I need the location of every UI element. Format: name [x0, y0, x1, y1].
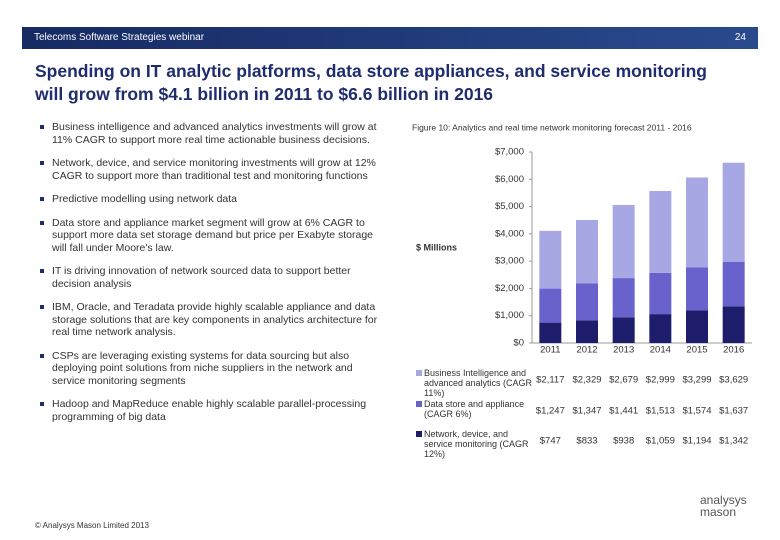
- data-label: $1,342: [719, 436, 748, 447]
- legend-label: Network, device, and service monitoring …: [424, 429, 529, 459]
- bar-segment: [722, 261, 745, 307]
- data-label: $3,299: [682, 375, 711, 386]
- bullet-list: Business intelligence and advanced analy…: [40, 121, 380, 434]
- y-tick-label: $1,000: [495, 310, 524, 321]
- bullet: IBM, Oracle, and Teradata provide highly…: [40, 301, 380, 339]
- data-label: $1,637: [719, 406, 748, 417]
- data-label: $833: [576, 436, 597, 447]
- data-label: $1,247: [536, 406, 565, 417]
- x-tick-label: 2016: [723, 345, 744, 356]
- bullet: Network, device, and service monitoring …: [40, 157, 380, 182]
- bullet: Data store and appliance market segment …: [40, 217, 380, 255]
- data-label: $2,679: [609, 375, 638, 386]
- legend-swatch: [416, 401, 422, 407]
- legend-label: Data store and appliance (CAGR 6%): [424, 399, 525, 419]
- data-label: $3,629: [719, 375, 748, 386]
- bar-segment: [686, 310, 708, 343]
- bar-segment: [686, 177, 708, 268]
- data-label: $1,574: [682, 406, 711, 417]
- data-label: $747: [540, 436, 561, 447]
- data-label: $938: [613, 436, 634, 447]
- data-label: $2,999: [646, 375, 675, 386]
- x-tick-label: 2013: [613, 345, 634, 356]
- bar-segment: [722, 306, 745, 343]
- bullet: Business intelligence and advanced analy…: [40, 121, 380, 146]
- footer: © Analysys Mason Limited 2013: [35, 521, 149, 530]
- logo-text: mason: [700, 505, 737, 519]
- header-bar: Telecoms Software Strategies webinar 24: [22, 27, 758, 49]
- data-label: $1,347: [572, 406, 601, 417]
- logo: analysys mason: [700, 494, 747, 518]
- data-label: $1,513: [646, 406, 675, 417]
- bar-segment: [649, 190, 672, 273]
- bar-segment: [539, 288, 562, 323]
- bar-segment: [576, 219, 598, 284]
- y-axis-label: $ Millions: [416, 242, 457, 252]
- bar-segment: [576, 320, 598, 343]
- bar-segment: [649, 272, 672, 315]
- page-number: 24: [734, 32, 746, 43]
- legend-swatch: [416, 431, 422, 437]
- legend-label: Business Intelligence and advanced analy…: [424, 368, 533, 398]
- data-label: $1,059: [646, 436, 675, 447]
- y-tick-label: $0: [513, 338, 524, 349]
- bar-segment: [539, 322, 562, 343]
- y-tick-label: $6,000: [495, 174, 524, 185]
- x-tick-label: 2015: [686, 345, 707, 356]
- y-tick-label: $5,000: [495, 201, 524, 212]
- legend-entry: Data store and appliance (CAGR 6%): [416, 399, 536, 419]
- bar-segment: [686, 267, 708, 311]
- legend-entry: Network, device, and service monitoring …: [416, 429, 536, 459]
- bar-segment: [539, 230, 562, 289]
- y-tick-label: $2,000: [495, 283, 524, 294]
- bar-segment: [722, 162, 745, 262]
- x-tick-label: 2011: [540, 345, 560, 356]
- x-tick-label: 2012: [576, 345, 597, 356]
- bar-segment: [576, 283, 598, 321]
- y-tick-label: $7,000: [495, 147, 524, 158]
- bullet: CSPs are leveraging existing systems for…: [40, 350, 380, 388]
- bar-segment: [649, 314, 672, 343]
- header-text: Telecoms Software Strategies webinar: [34, 32, 205, 43]
- data-label: $2,117: [536, 375, 564, 386]
- bar-segment: [612, 317, 635, 343]
- logo-text: analysys: [700, 493, 747, 507]
- bar-segment: [612, 278, 635, 318]
- data-label: $1,441: [609, 406, 638, 417]
- data-label: $2,329: [572, 375, 601, 386]
- legend-swatch: [416, 370, 422, 376]
- bullet: Predictive modelling using network data: [40, 193, 380, 206]
- chart-title: Figure 10: Analytics and real time netwo…: [412, 122, 692, 132]
- legend-entry: Business Intelligence and advanced analy…: [416, 368, 536, 398]
- bar-segment: [612, 204, 635, 279]
- bullet: Hadoop and MapReduce enable highly scala…: [40, 398, 380, 423]
- slide-title: Spending on IT analytic platforms, data …: [35, 61, 707, 104]
- data-label: $1,194: [682, 436, 711, 447]
- bullet: IT is driving innovation of network sour…: [40, 265, 380, 290]
- y-tick-label: $3,000: [495, 256, 524, 267]
- x-tick-label: 2014: [650, 345, 671, 356]
- y-tick-label: $4,000: [495, 228, 524, 239]
